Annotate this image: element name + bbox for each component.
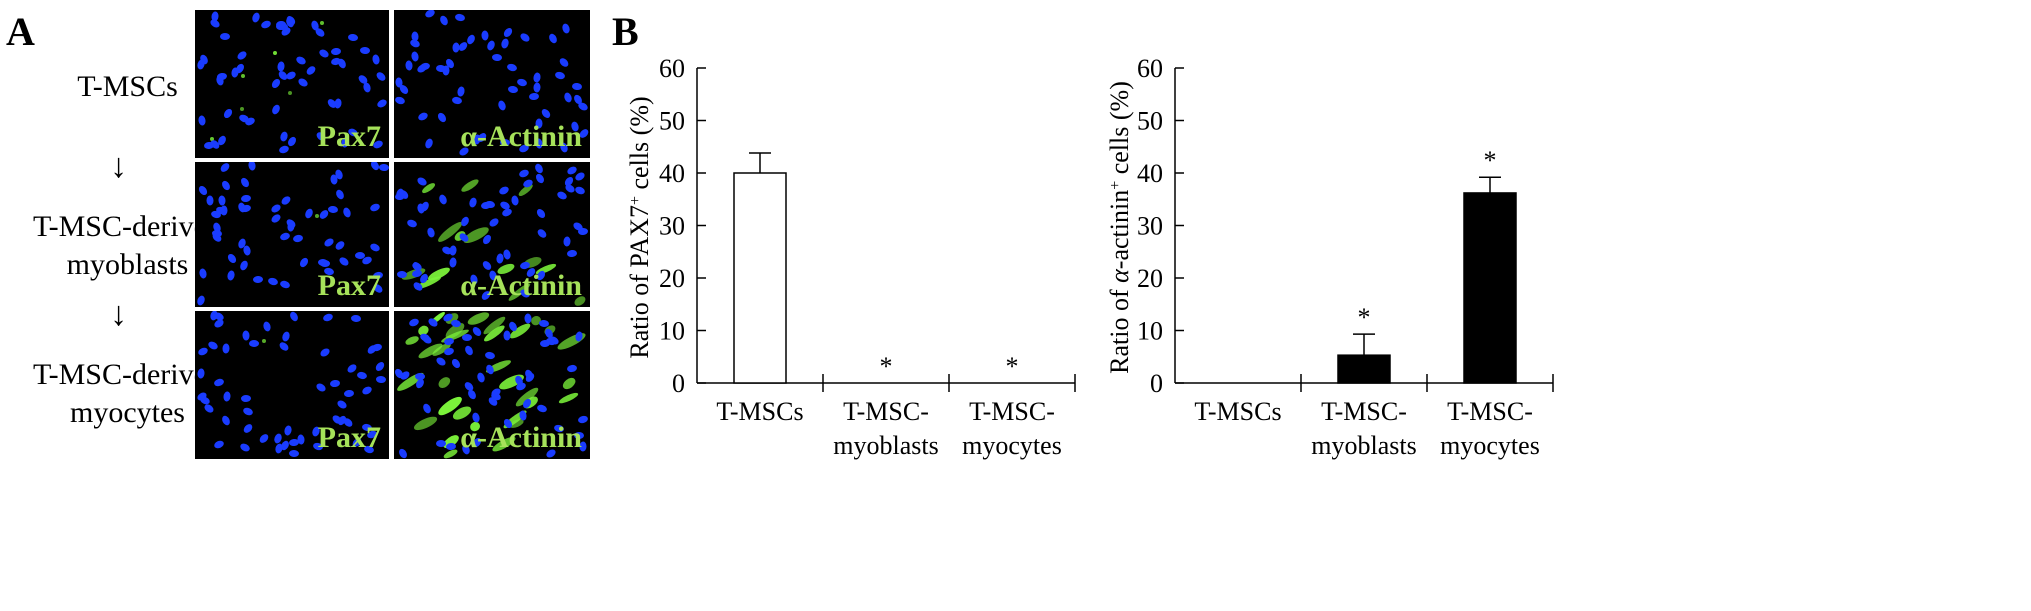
y-axis-label-part: -actinin xyxy=(1105,190,1134,269)
bar xyxy=(1337,354,1391,384)
y-tick-label: 10 xyxy=(1137,317,1163,346)
x-tick-label: T-MSCs xyxy=(1194,397,1281,426)
marker-signal xyxy=(241,73,246,78)
actinin-micrograph: α-Actinin xyxy=(394,10,590,158)
row-label-line: T-MSCs xyxy=(77,70,178,103)
marker-signal xyxy=(261,339,266,344)
y-tick-label: 20 xyxy=(659,264,685,293)
row-label-line: T-MSC-derived xyxy=(33,358,222,391)
actinin-micrograph: α-Actinin xyxy=(394,311,590,459)
marker-signal xyxy=(209,136,214,141)
row-label-line: myocytes xyxy=(70,396,185,429)
row-label-line: T-MSC-derived xyxy=(33,210,222,243)
y-axis-label: Ratio of PAX7+ cells (%) xyxy=(625,96,654,358)
marker-signal xyxy=(314,214,319,219)
y-tick-label: 0 xyxy=(672,369,685,398)
pax7-label: Pax7 xyxy=(317,421,381,454)
pax7-label: Pax7 xyxy=(317,120,381,153)
y-axis-label: Ratio of α-actinin+ cells (%) xyxy=(1105,81,1134,374)
x-tick-label: T-MSCs xyxy=(716,397,803,426)
x-tick-label: myocytes xyxy=(1440,431,1540,460)
panel-b-letter: B xyxy=(612,9,639,54)
actinin-micrograph: α-Actinin xyxy=(394,162,590,307)
y-tick-label: 10 xyxy=(659,317,685,346)
y-axis-label-part: + xyxy=(1107,181,1124,190)
y-tick-label: 40 xyxy=(659,159,685,188)
row-label-myocytes: T-MSC-derived myocytes xyxy=(0,356,255,432)
x-tick-label: myoblasts xyxy=(833,431,938,460)
y-axis-label-part: α xyxy=(1105,268,1134,283)
x-tick-label: T-MSC- xyxy=(1447,397,1533,426)
y-tick-label: 30 xyxy=(1137,212,1163,241)
pax7-label: Pax7 xyxy=(317,269,381,302)
y-tick-label: 20 xyxy=(1137,264,1163,293)
actinin-label: α-Actinin xyxy=(460,269,582,302)
actinin-label: α-Actinin xyxy=(460,120,582,153)
pax7-micrograph: Pax7 xyxy=(195,311,389,459)
x-tick-label: T-MSC- xyxy=(1321,397,1407,426)
y-tick-label: 40 xyxy=(1137,159,1163,188)
pax7-micrograph: Pax7 xyxy=(195,162,389,307)
marker-signal xyxy=(288,90,293,95)
panel-a-letter: A xyxy=(6,9,35,54)
marker-signal xyxy=(239,106,244,111)
down-arrow-icon: ↓ xyxy=(110,296,127,333)
bar xyxy=(1463,192,1517,384)
marker-signal xyxy=(273,50,278,55)
row-label-myoblasts: T-MSC-derived myoblasts xyxy=(0,208,255,284)
row-label-line: myoblasts xyxy=(66,248,189,281)
down-arrow-icon: ↓ xyxy=(110,148,127,185)
y-tick-label: 60 xyxy=(659,54,685,83)
x-tick-label: T-MSC- xyxy=(843,397,929,426)
y-tick-label: 0 xyxy=(1150,369,1163,398)
significance-marker: * xyxy=(1484,146,1497,175)
significance-marker: * xyxy=(1358,303,1371,332)
y-tick-label: 50 xyxy=(659,107,685,136)
significance-marker: * xyxy=(1006,352,1019,381)
y-tick-label: 30 xyxy=(659,212,685,241)
pax7-micrograph: Pax7 xyxy=(195,10,389,158)
y-axis-label-part: Ratio of PAX7 xyxy=(625,205,654,359)
significance-marker: * xyxy=(880,352,893,381)
y-axis-label-part: + xyxy=(627,196,644,205)
row-label-t-mscs: T-MSCs xyxy=(0,68,255,106)
y-tick-label: 60 xyxy=(1137,54,1163,83)
x-tick-label: myoblasts xyxy=(1311,431,1416,460)
y-axis-label-part: cells (%) xyxy=(625,96,654,196)
bar xyxy=(733,172,787,384)
x-tick-label: myocytes xyxy=(962,431,1062,460)
y-axis-label-part: cells (%) xyxy=(1105,81,1134,181)
y-axis-label-part: Ratio of xyxy=(1105,283,1134,374)
y-tick-label: 50 xyxy=(1137,107,1163,136)
marker-signal xyxy=(319,21,324,26)
actinin-label: α-Actinin xyxy=(460,421,582,454)
x-tick-label: T-MSC- xyxy=(969,397,1055,426)
